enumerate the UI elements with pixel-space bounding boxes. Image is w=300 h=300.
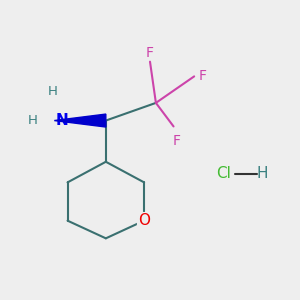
Text: F: F — [199, 69, 207, 83]
Text: F: F — [172, 134, 181, 148]
Text: Cl: Cl — [216, 166, 231, 181]
Polygon shape — [54, 114, 106, 127]
Text: O: O — [138, 213, 150, 228]
Text: H: H — [48, 85, 58, 98]
Text: H: H — [256, 166, 268, 181]
Text: H: H — [27, 114, 37, 127]
Text: F: F — [146, 46, 154, 60]
Text: N: N — [55, 113, 68, 128]
